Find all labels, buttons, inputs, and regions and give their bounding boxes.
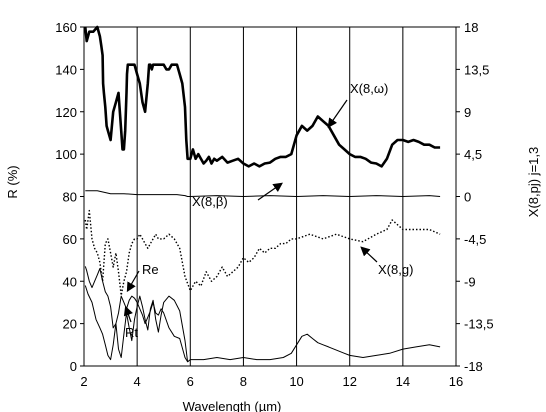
x-axis-title: Wavelength (µm) xyxy=(183,399,282,412)
x-tick-label: 16 xyxy=(449,374,463,389)
y2-tick-label: -9 xyxy=(464,274,476,289)
x-tick-label: 10 xyxy=(289,374,303,389)
x-tick-label: 14 xyxy=(396,374,410,389)
y2-tick-label: 4,5 xyxy=(464,147,482,162)
series-line-x-8 xyxy=(85,190,441,197)
series-line-x-8 xyxy=(84,25,441,168)
y2-tick-label: -18 xyxy=(464,359,483,374)
y2-tick-label: 0 xyxy=(464,190,471,205)
annotation-re-arrow xyxy=(126,270,140,293)
annotation-x8-g: X(8,g) xyxy=(378,262,413,277)
y-tick-label: 160 xyxy=(55,20,77,35)
y-tick-label: 80 xyxy=(63,190,77,205)
y-tick-label: 40 xyxy=(63,274,77,289)
annotation-x8-omega-arrow xyxy=(327,99,348,128)
series-line-re xyxy=(84,266,189,363)
y2-tick-label: -13,5 xyxy=(464,317,494,332)
y2-axis-title: X(8,pj) j=1,3 xyxy=(526,147,541,217)
annotation-x8-beta: X(8,β) xyxy=(192,194,228,209)
x-tick-label: 2 xyxy=(80,374,87,389)
annotation-x8-omega: X(8,ω) xyxy=(350,81,388,96)
annotation-rt: Rt xyxy=(125,325,138,340)
y-tick-label: 0 xyxy=(70,359,77,374)
tick-labels: 2 4 6 8 10 12 14 16020406080100120140160-18-13,… xyxy=(55,20,493,389)
y-tick-label: 140 xyxy=(55,62,77,77)
x-tick-label: 4 xyxy=(134,374,141,389)
x-tick-label: 12 xyxy=(342,374,356,389)
y-tick-label: 100 xyxy=(55,147,77,162)
y2-tick-label: 9 xyxy=(464,105,471,120)
x-tick-label: 6 xyxy=(187,374,194,389)
annotation-re: Re xyxy=(142,262,159,277)
y2-tick-label: 18 xyxy=(464,20,478,35)
y2-tick-label: 13,5 xyxy=(464,62,489,77)
annotation-rt-arrow xyxy=(123,305,133,323)
x-tick-label: 8 xyxy=(240,374,247,389)
y-axis-title: R (%) xyxy=(5,165,20,198)
y-tick-label: 60 xyxy=(63,232,77,247)
series-line-rt xyxy=(84,285,441,363)
y-tick-label: 120 xyxy=(55,105,77,120)
y2-tick-label: -4,5 xyxy=(464,232,486,247)
annotation-x8-g-arrow xyxy=(360,246,378,263)
series-line-x-8-g xyxy=(84,209,441,297)
series-layer xyxy=(84,25,441,363)
annotation-x8-beta-arrow xyxy=(257,182,283,201)
y-tick-label: 20 xyxy=(63,317,77,332)
